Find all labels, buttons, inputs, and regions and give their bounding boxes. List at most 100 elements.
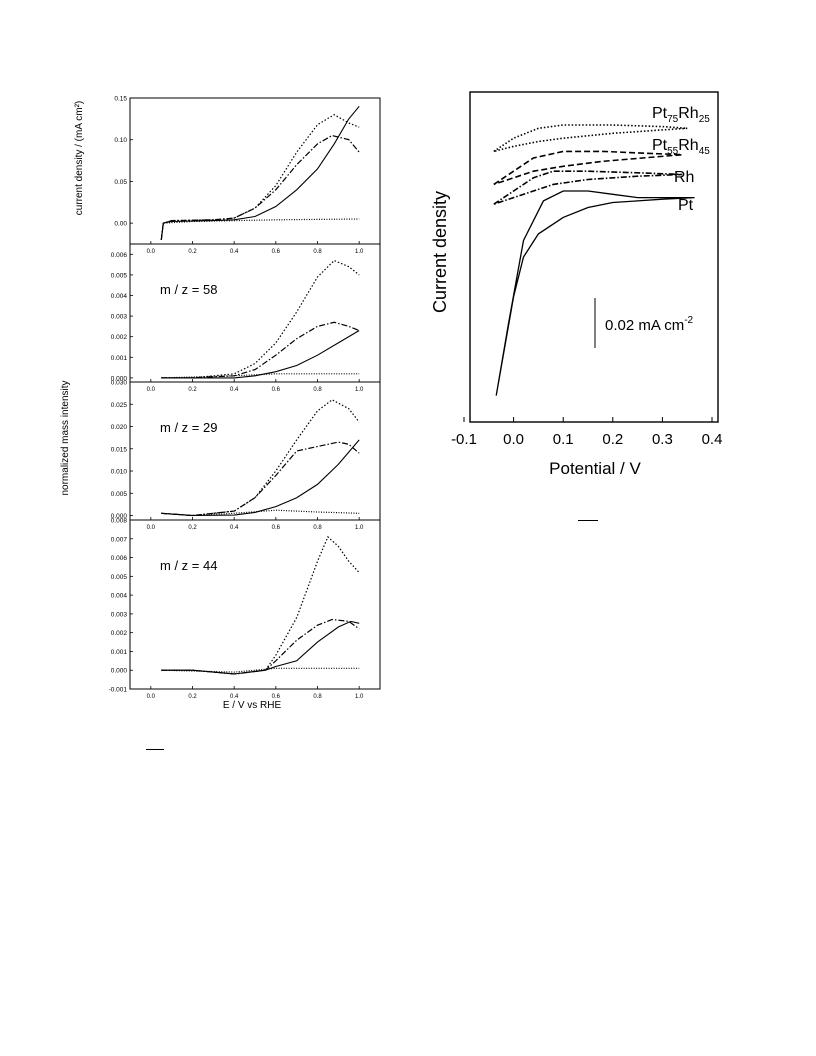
cv-series-Pt75Rh25 xyxy=(493,124,688,153)
y-tick-label: 0.000 xyxy=(111,375,128,382)
y-tick-label: 0.030 xyxy=(111,380,128,387)
x-tick-label: 0.8 xyxy=(313,694,322,700)
series-line-fine-dotted xyxy=(160,218,360,240)
y-tick-label: 0.010 xyxy=(111,469,128,476)
series-line-fine-dotted xyxy=(161,373,360,379)
panel-annotation: m / z = 29 xyxy=(160,420,217,435)
y-tick-label: 0.003 xyxy=(111,314,128,321)
y-tick-label: 0.007 xyxy=(111,536,128,543)
xlabel-left: E / V vs RHE xyxy=(223,700,282,711)
x-tick-label: 0.4 xyxy=(230,694,239,700)
y-tick-label: 0.002 xyxy=(111,334,128,341)
series-line-fine-dotted xyxy=(161,667,360,673)
left-panels-frame xyxy=(129,97,381,690)
x-tick-label: 0.3 xyxy=(652,431,673,448)
y-tick-label: 0.000 xyxy=(111,668,128,675)
y-tick-label: 0.002 xyxy=(111,630,128,637)
x-tick-label: 0.8 xyxy=(313,525,322,531)
x-tick-label: 0.2 xyxy=(188,525,197,531)
x-tick-label: 0.1 xyxy=(553,431,574,448)
series-line-solid xyxy=(161,620,360,675)
series-line-dotted xyxy=(161,399,360,517)
series-line-dashdot xyxy=(161,321,360,379)
x-tick-label: 0.4 xyxy=(230,525,239,531)
y-tick-label: 0.00 xyxy=(114,221,127,228)
x-tick-label: 0.2 xyxy=(188,694,197,700)
y-tick-label: 0.05 xyxy=(114,179,127,186)
panel-current-density: 0.0 0.2 0.4 0.6 0.8 1.0 0.00 0.05 0.10 0.15 xyxy=(114,96,364,256)
y-tick-label: 0.025 xyxy=(111,402,128,409)
y-tick-label: 0.005 xyxy=(111,272,128,279)
x-tick-label: 0.4 xyxy=(702,431,723,448)
x-tick-label: 0.0 xyxy=(147,387,156,393)
curve-label: Pt xyxy=(678,197,694,214)
x-tick-label: 0.0 xyxy=(147,525,156,531)
x-tick-label: 0.2 xyxy=(602,431,623,448)
x-tick-label: 0.2 xyxy=(188,249,197,255)
panel-annotation: m / z = 44 xyxy=(160,558,217,573)
curve-label: Pt75Rh25 xyxy=(652,105,710,125)
cv-series-Pt xyxy=(495,190,695,396)
x-tick-label: 0.6 xyxy=(272,249,281,255)
y-tick-label: 0.006 xyxy=(111,555,128,562)
separator-mark-left xyxy=(146,749,164,750)
y-tick-label: 0.001 xyxy=(111,649,128,656)
y-tick-label: 0.005 xyxy=(111,491,128,498)
curve-label: Pt55Rh45 xyxy=(652,137,710,157)
series-line-dotted xyxy=(161,259,360,379)
cv-plot-frame xyxy=(469,91,719,423)
panel-annotation: m / z = 58 xyxy=(160,282,217,297)
y-tick-label: 0.006 xyxy=(111,252,128,259)
series-line-solid xyxy=(160,105,360,240)
x-tick-label: 0.8 xyxy=(313,249,322,255)
xlabel-cv: Potential / V xyxy=(549,459,641,478)
ylabel-mass-intensity: normalized mass intensity xyxy=(60,380,71,495)
y-tick-label: 0.000 xyxy=(111,513,128,520)
left-stacked-panels: 0.0 0.2 0.4 0.6 0.8 1.00.000.050.100.15 0.0 0.… xyxy=(60,96,381,711)
y-tick-label: 0.005 xyxy=(111,574,128,581)
panel-mz29: 0.0 0.2 0.4 0.6 0.8 1.0 0.000 0.005 0.010 0.015 0.… xyxy=(111,380,380,531)
y-tick-label: 0.015 xyxy=(111,446,128,453)
x-tick-label: 0.4 xyxy=(230,387,239,393)
curve-label: Rh xyxy=(674,169,694,186)
y-tick-label: -0.001 xyxy=(109,687,128,694)
series-line-dotted xyxy=(160,114,360,240)
series-line-solid xyxy=(161,439,360,517)
x-tick-label: 0.8 xyxy=(313,387,322,393)
ylabel-current-density: current density / (mA cm²) xyxy=(74,101,85,215)
x-tick-label: 0.0 xyxy=(503,431,524,448)
x-tick-label: -0.1 xyxy=(451,431,477,448)
panel-mz58: 0.0 0.2 0.4 0.6 0.8 1.0 0.000 0.001 0.002 0.003 0.… xyxy=(111,243,380,393)
x-tick-label: 0.0 xyxy=(147,694,156,700)
series-line-dotted xyxy=(161,535,360,675)
y-tick-label: 0.15 xyxy=(114,96,127,103)
series-line-solid xyxy=(161,330,360,379)
x-tick-label: 1.0 xyxy=(355,525,364,531)
x-tick-label: 1.0 xyxy=(355,694,364,700)
separator-mark-right xyxy=(578,520,598,521)
cv-plot-area: -0.1 0.0 0.1 0.2 0.3 0.4 Pt75Rh25 Pt55Rh45 Rh Pt xyxy=(451,105,722,448)
scale-bar-label: 0.02 mA cm-2 xyxy=(605,315,694,334)
series-line-dashdot xyxy=(161,441,360,517)
series-line-fine-dotted xyxy=(161,509,360,517)
cv-series-Pt55Rh45 xyxy=(493,150,683,186)
x-tick-label: 0.2 xyxy=(188,387,197,393)
x-tick-label: 1.0 xyxy=(355,387,364,393)
y-tick-label: 0.008 xyxy=(111,518,128,525)
y-tick-label: 0.10 xyxy=(114,137,127,144)
right-cv-panel: -0.1 0.0 0.1 0.2 0.3 0.4Pt75Rh25Pt55Rh45RhPt … xyxy=(430,91,722,478)
y-tick-label: 0.020 xyxy=(111,424,128,431)
x-tick-label: 0.6 xyxy=(272,387,281,393)
series-line-dashdot xyxy=(160,134,360,240)
x-tick-label: 1.0 xyxy=(355,249,364,255)
y-tick-label: 0.004 xyxy=(111,593,128,600)
x-tick-label: 0.6 xyxy=(272,694,281,700)
x-tick-label: 0.6 xyxy=(272,525,281,531)
panel-mz44: 0.0 0.2 0.4 0.6 0.8 1.0 -0.001 0.000 0.001 0.002 0… xyxy=(109,518,380,700)
y-tick-label: 0.003 xyxy=(111,611,128,618)
series-line-dashdot xyxy=(161,618,360,675)
x-tick-label: 0.4 xyxy=(230,249,239,255)
x-tick-label: 0.0 xyxy=(147,249,156,255)
ylabel-cv: Current density xyxy=(430,191,450,313)
